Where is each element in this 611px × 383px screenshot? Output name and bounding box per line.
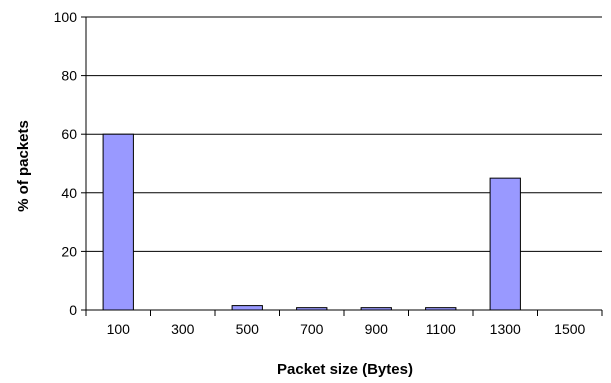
x-tick-label: 1300 [490,321,521,337]
bar-500 [231,305,263,311]
axes [81,16,603,316]
y-tick-label: 40 [61,185,77,201]
y-tick-label: 100 [54,9,78,25]
x-tick-labels: 100 300 500 700 900 1100 1300 1500 [107,321,586,337]
x-tick-label: 500 [236,321,260,337]
x-tick-label: 100 [107,321,131,337]
x-axis-title: Packet size (Bytes) [277,361,413,378]
y-tick-label: 20 [61,243,77,259]
x-tick-label: 1100 [426,321,456,337]
bar-100 [102,133,134,311]
x-tick-label: 300 [171,321,195,337]
bars [102,133,521,311]
x-tick-label: 900 [365,321,389,337]
x-tick-label: 700 [300,321,324,337]
gridlines [86,16,602,252]
x-tick-label: 1500 [554,321,585,337]
y-tick-label: 80 [61,68,77,84]
y-tick-label: 60 [61,126,77,142]
y-tick-label: 0 [69,302,77,318]
y-tick-labels: 0 20 40 60 80 100 [54,9,78,318]
bar-1300 [489,177,521,311]
y-axis-title: % of packets [15,120,32,212]
